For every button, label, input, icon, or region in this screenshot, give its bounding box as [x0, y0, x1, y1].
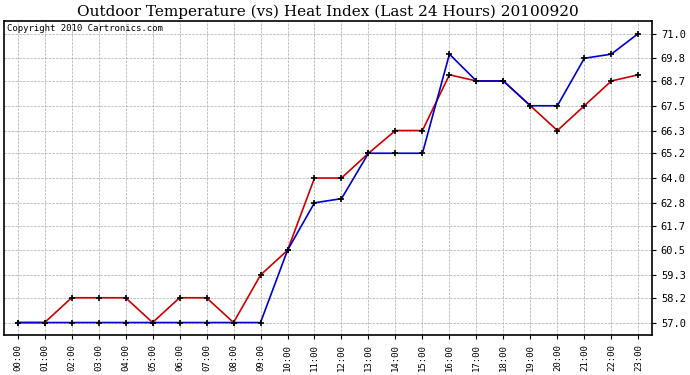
Title: Outdoor Temperature (vs) Heat Index (Last 24 Hours) 20100920: Outdoor Temperature (vs) Heat Index (Las… [77, 4, 579, 18]
Text: Copyright 2010 Cartronics.com: Copyright 2010 Cartronics.com [8, 24, 164, 33]
